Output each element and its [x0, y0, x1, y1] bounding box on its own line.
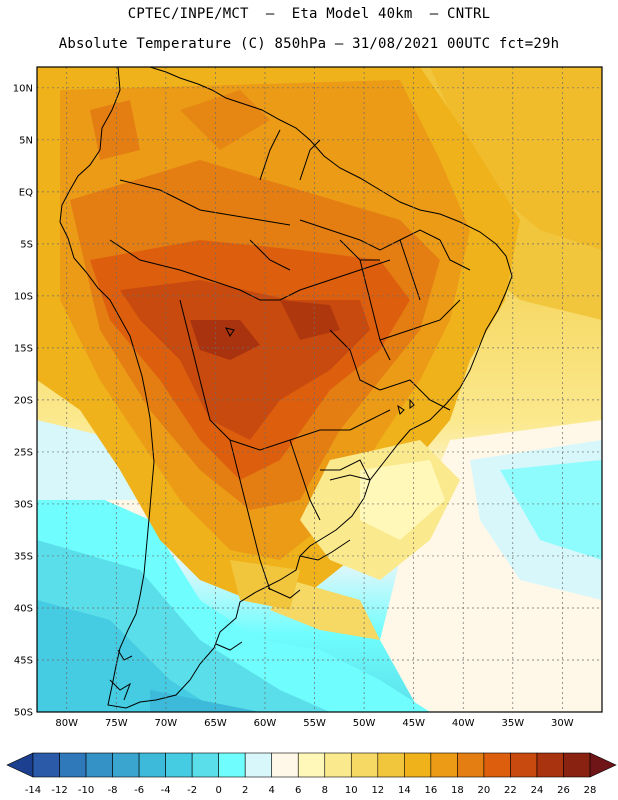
latitude-label: 30S	[14, 499, 33, 510]
colorbar-swatch	[138, 752, 166, 778]
latitude-label: 15S	[14, 343, 33, 354]
colorbar-tick-label: -4	[161, 785, 171, 796]
longitude-labels: 80W 75W 70W 65W 60W 55W 50W 45W 40W 35W 30W	[55, 718, 573, 729]
colorbar-swatch	[404, 752, 432, 778]
title-line-1: CPTEC/INPE/MCT – Eta Model 40km – CNTRL	[127, 6, 491, 22]
colorbar-tick-label: 0	[215, 785, 221, 796]
colorbar-tick-label: -6	[134, 785, 144, 796]
colorbar-tick-label: 14	[398, 785, 411, 796]
colorbar-swatch	[32, 752, 60, 778]
latitude-label: 50S	[14, 708, 33, 719]
latitude-label: 5N	[19, 135, 33, 146]
latitude-label: 10N	[13, 83, 33, 94]
colorbar-tick-label: -10	[78, 785, 94, 796]
lakes	[225, 327, 415, 415]
colorbar-tick-label: -2	[187, 785, 197, 796]
longitude-label: 55W	[303, 718, 326, 729]
colorbar-tick-label: 16	[424, 785, 437, 796]
colorbar-tick-label: 4	[269, 785, 275, 796]
longitude-label: 50W	[353, 718, 376, 729]
longitude-label: 35W	[501, 718, 524, 729]
colorbar-swatch	[457, 752, 485, 778]
colorbar-swatch	[324, 752, 352, 778]
colorbar-swatch	[218, 752, 246, 778]
colorbar-swatch	[563, 752, 591, 778]
graticule	[37, 67, 602, 712]
colorbar-tick-label: 20	[478, 785, 491, 796]
colorbar-tick-label: 28	[584, 785, 597, 796]
colorbar-tick-label: 12	[371, 785, 384, 796]
colorbar-tick-label: 2	[242, 785, 248, 796]
colorbar-tick-label: -8	[108, 785, 118, 796]
colorbar-tick-label: 26	[557, 785, 570, 796]
colorbar-tick-label: -14	[25, 785, 41, 796]
colorbar-swatch	[536, 752, 564, 778]
colorbar-swatch	[85, 752, 113, 778]
longitude-label: 65W	[204, 718, 227, 729]
colorbar-swatch	[191, 752, 219, 778]
latitude-label: EQ	[19, 187, 33, 198]
colorbar-swatch	[377, 752, 405, 778]
colorbar-swatch	[350, 752, 379, 778]
colorbar-tick-label: 22	[504, 785, 517, 796]
colorbar-tick-label: 24	[531, 785, 544, 796]
colorbar	[6, 752, 617, 778]
latitude-label: 20S	[14, 395, 33, 406]
colorbar-swatch	[244, 752, 273, 778]
longitude-label: 40W	[452, 718, 475, 729]
longitude-label: 75W	[105, 718, 128, 729]
latitude-label: 25S	[14, 447, 33, 458]
latitude-label: 35S	[14, 551, 33, 562]
latitude-label: 45S	[14, 655, 33, 666]
colorbar-swatch	[271, 752, 299, 778]
colorbar-tick-label: 6	[295, 785, 301, 796]
colorbar-high-arrow	[589, 752, 617, 778]
colorbar-swatch	[165, 752, 193, 778]
title-line-2: Absolute Temperature (C) 850hPa – 31/08/…	[58, 36, 560, 52]
longitude-label: 80W	[55, 718, 78, 729]
colorbar-tick-label: 8	[322, 785, 328, 796]
colorbar-tick-label: 18	[451, 785, 464, 796]
latitude-label: 40S	[14, 603, 33, 614]
latitude-labels: 10N 5N EQ 5S 10S 15S 20S 25S 30S 35S 40S 45S 50S	[13, 83, 33, 718]
longitude-label: 45W	[402, 718, 425, 729]
colorbar-swatch	[483, 752, 511, 778]
latitude-label: 5S	[20, 239, 33, 250]
coastline-borders	[59, 67, 513, 709]
colorbar-swatch	[112, 752, 140, 778]
longitude-label: 30W	[551, 718, 574, 729]
colorbar-labels: -14 -12 -10 -8 -6 -4 -2 0 2 4 6 8 10 12 14 16 18 20 22 24 26…	[25, 785, 597, 796]
colorbar-swatch	[59, 752, 87, 778]
colorbar-swatch	[430, 752, 458, 778]
colorbar-swatch	[510, 752, 538, 778]
map-frame	[36, 66, 603, 713]
temperature-field	[37, 67, 602, 712]
longitude-label: 70W	[155, 718, 178, 729]
colorbar-low-arrow	[6, 752, 34, 778]
colorbar-tick-label: 10	[345, 785, 358, 796]
colorbar-tick-label: -12	[51, 785, 67, 796]
colorbar-swatch	[297, 752, 326, 778]
longitude-label: 60W	[254, 718, 277, 729]
latitude-label: 10S	[14, 291, 33, 302]
